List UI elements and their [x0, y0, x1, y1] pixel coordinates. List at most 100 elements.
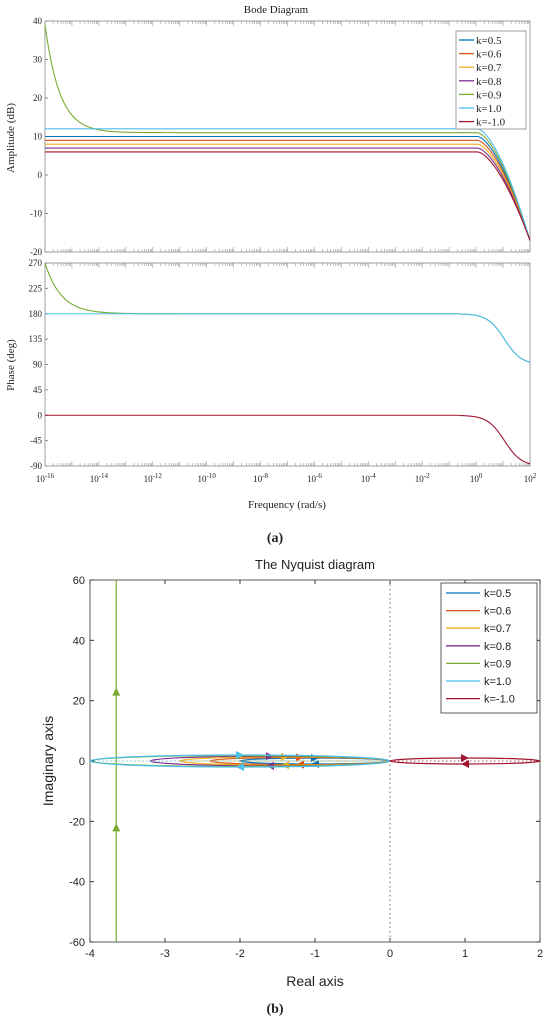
- nyquist-x-tick-label: -4: [85, 948, 95, 960]
- tick-exponent: -2: [424, 472, 430, 480]
- nyquist-legend-label: k=1.0: [484, 676, 511, 688]
- phase-y-tick-label: -45: [30, 436, 42, 446]
- nyquist-x-tick-label: -3: [160, 948, 170, 960]
- bode-legend-label: k=0.8: [476, 76, 502, 88]
- phase-line-k=0.9: [44, 262, 531, 363]
- tick-base: 10: [253, 474, 263, 484]
- phase-series: [44, 262, 531, 465]
- tick-exponent: -10: [206, 472, 216, 480]
- nyquist-y-tick-label: -40: [69, 877, 85, 889]
- phase-line-k=-1.0: [45, 414, 531, 465]
- magnitude-line-k=0.9: [44, 24, 531, 241]
- tick-base: 10: [144, 474, 154, 484]
- tick-base: 10: [197, 474, 207, 484]
- bode-legend-label: k=0.7: [476, 62, 502, 74]
- magnitude-y-axis-label: Amplitude (dB): [5, 103, 17, 173]
- phase-x-tick-label: 10-6: [307, 472, 322, 484]
- tick-exponent: -14: [99, 472, 109, 480]
- phase-x-tick-label: 10-14: [90, 472, 109, 484]
- magnitude-y-tick-label: 10: [33, 132, 43, 142]
- bode-legend-label: k=0.9: [476, 89, 502, 101]
- nyquist-legend-label: k=0.9: [484, 658, 511, 670]
- phase-x-tick-label: 10-16: [36, 472, 55, 484]
- phase-y-tick-label: 90: [33, 360, 43, 370]
- tick-exponent: 2: [533, 472, 537, 480]
- magnitude-line-k=0.6: [45, 139, 531, 241]
- phase-y-tick-label: 270: [29, 258, 43, 268]
- magnitude-y-tick-label: 40: [33, 16, 43, 26]
- tick-exponent: -8: [262, 472, 268, 480]
- phase-y-tick-label: 180: [29, 309, 43, 319]
- phase-line-k=1.0: [45, 313, 531, 363]
- phase-y-tick-label: 0: [38, 410, 43, 420]
- bode-x-axis-label: Frequency (rad/s): [248, 499, 326, 511]
- nyquist-y-axis-label: Imaginary axis: [40, 716, 56, 806]
- phase-y-tick-label: -90: [30, 461, 42, 471]
- nyquist-direction-arrow: [461, 753, 469, 762]
- nyquist-direction-arrow: [461, 760, 469, 769]
- tick-exponent: -12: [153, 472, 163, 480]
- nyquist-legend-label: k=0.7: [484, 623, 511, 635]
- nyquist-y-tick-label: 0: [79, 756, 85, 768]
- nyquist-y-tick-label: 60: [73, 575, 85, 587]
- magnitude-series: [44, 24, 531, 241]
- tick-exponent: -6: [316, 472, 322, 480]
- tick-base: 10: [524, 474, 534, 484]
- nyquist-direction-arrow: [236, 750, 244, 759]
- tick-exponent: 0: [479, 472, 483, 480]
- nyquist-x-tick-label: 2: [537, 948, 543, 960]
- magnitude-y-tick-label: 30: [33, 55, 43, 65]
- caption-b: (b): [266, 1002, 283, 1017]
- phase-x-tick-label: 102: [524, 472, 537, 484]
- bode-legend: k=0.5 k=0.6k=0.7 k=0.8k=0.9 k=1.0 k=-1.0: [455, 30, 527, 130]
- phase-y-tick-label: 135: [29, 334, 43, 344]
- nyquist-x-tick-label: 1: [462, 948, 468, 960]
- tick-base: 10: [470, 474, 480, 484]
- nyquist-y-tick-label: 40: [73, 635, 85, 647]
- magnitude-line-k=1.0: [45, 128, 531, 241]
- bode-title: Bode Diagram: [244, 4, 309, 16]
- tick-base: 10: [361, 474, 371, 484]
- nyquist-direction-arrow: [112, 823, 121, 832]
- nyquist-direction-arrow: [112, 687, 121, 696]
- magnitude-y-tick-label: 0: [38, 170, 43, 180]
- tick-exponent: -16: [45, 472, 55, 480]
- nyquist-legend-label: k=0.8: [484, 641, 511, 653]
- bode-legend-label: k=0.6: [476, 49, 502, 61]
- nyquist-y-tick-label: 20: [73, 696, 85, 708]
- phase-x-tick-label: 10-2: [415, 472, 430, 484]
- bode-legend-label: k=1.0: [476, 103, 502, 115]
- tick-base: 10: [307, 474, 317, 484]
- nyquist-direction-arrow: [236, 763, 244, 772]
- nyquist-legend-label: k=0.5: [484, 588, 511, 600]
- nyquist-x-tick-label: 0: [387, 948, 393, 960]
- phase-x-ticks: 10-16 10-14 10-12 10-10 10-8 10-6 10-4 10-2 100 1…: [36, 263, 537, 484]
- nyquist-legend-box: [440, 582, 538, 714]
- phase-x-tick-label: 10-12: [144, 472, 163, 484]
- tick-base: 10: [415, 474, 425, 484]
- magnitude-line-k=0.7: [45, 143, 531, 241]
- phase-y-tick-label: 225: [29, 283, 43, 293]
- tick-base: 10: [90, 474, 100, 484]
- caption-a: (a): [267, 531, 284, 546]
- tick-exponent: -4: [370, 472, 376, 480]
- phase-x-tick-label: 10-8: [253, 472, 268, 484]
- nyquist-legend-label: k=0.6: [484, 606, 511, 618]
- nyquist-x-axis-label: Real axis: [286, 973, 344, 989]
- magnitude-y-tick-label: -10: [30, 209, 42, 219]
- phase-x-tick-label: 10-4: [361, 472, 376, 484]
- bode-phase-axes: [44, 262, 531, 467]
- magnitude-y-tick-label: 20: [33, 93, 43, 103]
- nyquist-legend: k=0.5 k=0.6 k=0.7 k=0.8 k=0.9 k=1.0 k=-1.0: [440, 582, 538, 714]
- nyquist-y-tick-label: -60: [69, 937, 85, 949]
- magnitude-y-tick-label: -20: [30, 247, 42, 257]
- bode-legend-label: k=0.5: [476, 35, 502, 47]
- nyquist-x-tick-label: -1: [310, 948, 320, 960]
- bode-legend-label: k=-1.0: [476, 117, 506, 129]
- phase-y-tick-label: 45: [33, 385, 43, 395]
- magnitude-line-k=-1.0: [45, 151, 531, 241]
- nyquist-x-tick-label: -2: [235, 948, 245, 960]
- phase-y-axis-label: Phase (deg): [5, 339, 17, 391]
- phase-x-tick-label: 100: [470, 472, 483, 484]
